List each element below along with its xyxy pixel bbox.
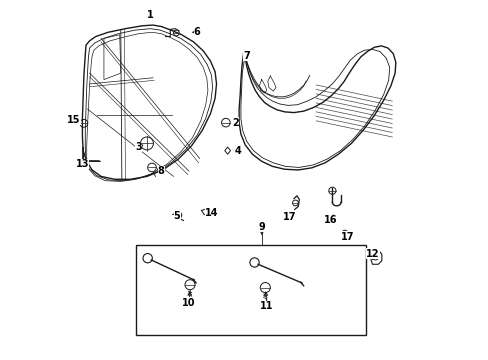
Text: 4: 4 xyxy=(234,145,241,156)
Text: 2: 2 xyxy=(232,118,239,128)
Text: 17: 17 xyxy=(282,212,295,221)
Text: 12: 12 xyxy=(366,248,379,258)
Text: 8: 8 xyxy=(158,166,164,176)
Text: 9: 9 xyxy=(258,222,264,231)
Text: 15: 15 xyxy=(67,115,81,125)
Text: 14: 14 xyxy=(204,208,218,218)
Text: 6: 6 xyxy=(193,27,200,37)
Text: 1: 1 xyxy=(147,10,154,20)
Bar xyxy=(136,245,365,335)
Text: 17: 17 xyxy=(340,232,354,242)
Text: 16: 16 xyxy=(323,215,337,225)
Text: 11: 11 xyxy=(260,301,273,311)
Text: 13: 13 xyxy=(76,159,89,169)
Text: 10: 10 xyxy=(182,298,195,308)
Text: 3: 3 xyxy=(135,142,142,152)
Text: 5: 5 xyxy=(173,211,180,221)
Text: 7: 7 xyxy=(243,51,249,61)
